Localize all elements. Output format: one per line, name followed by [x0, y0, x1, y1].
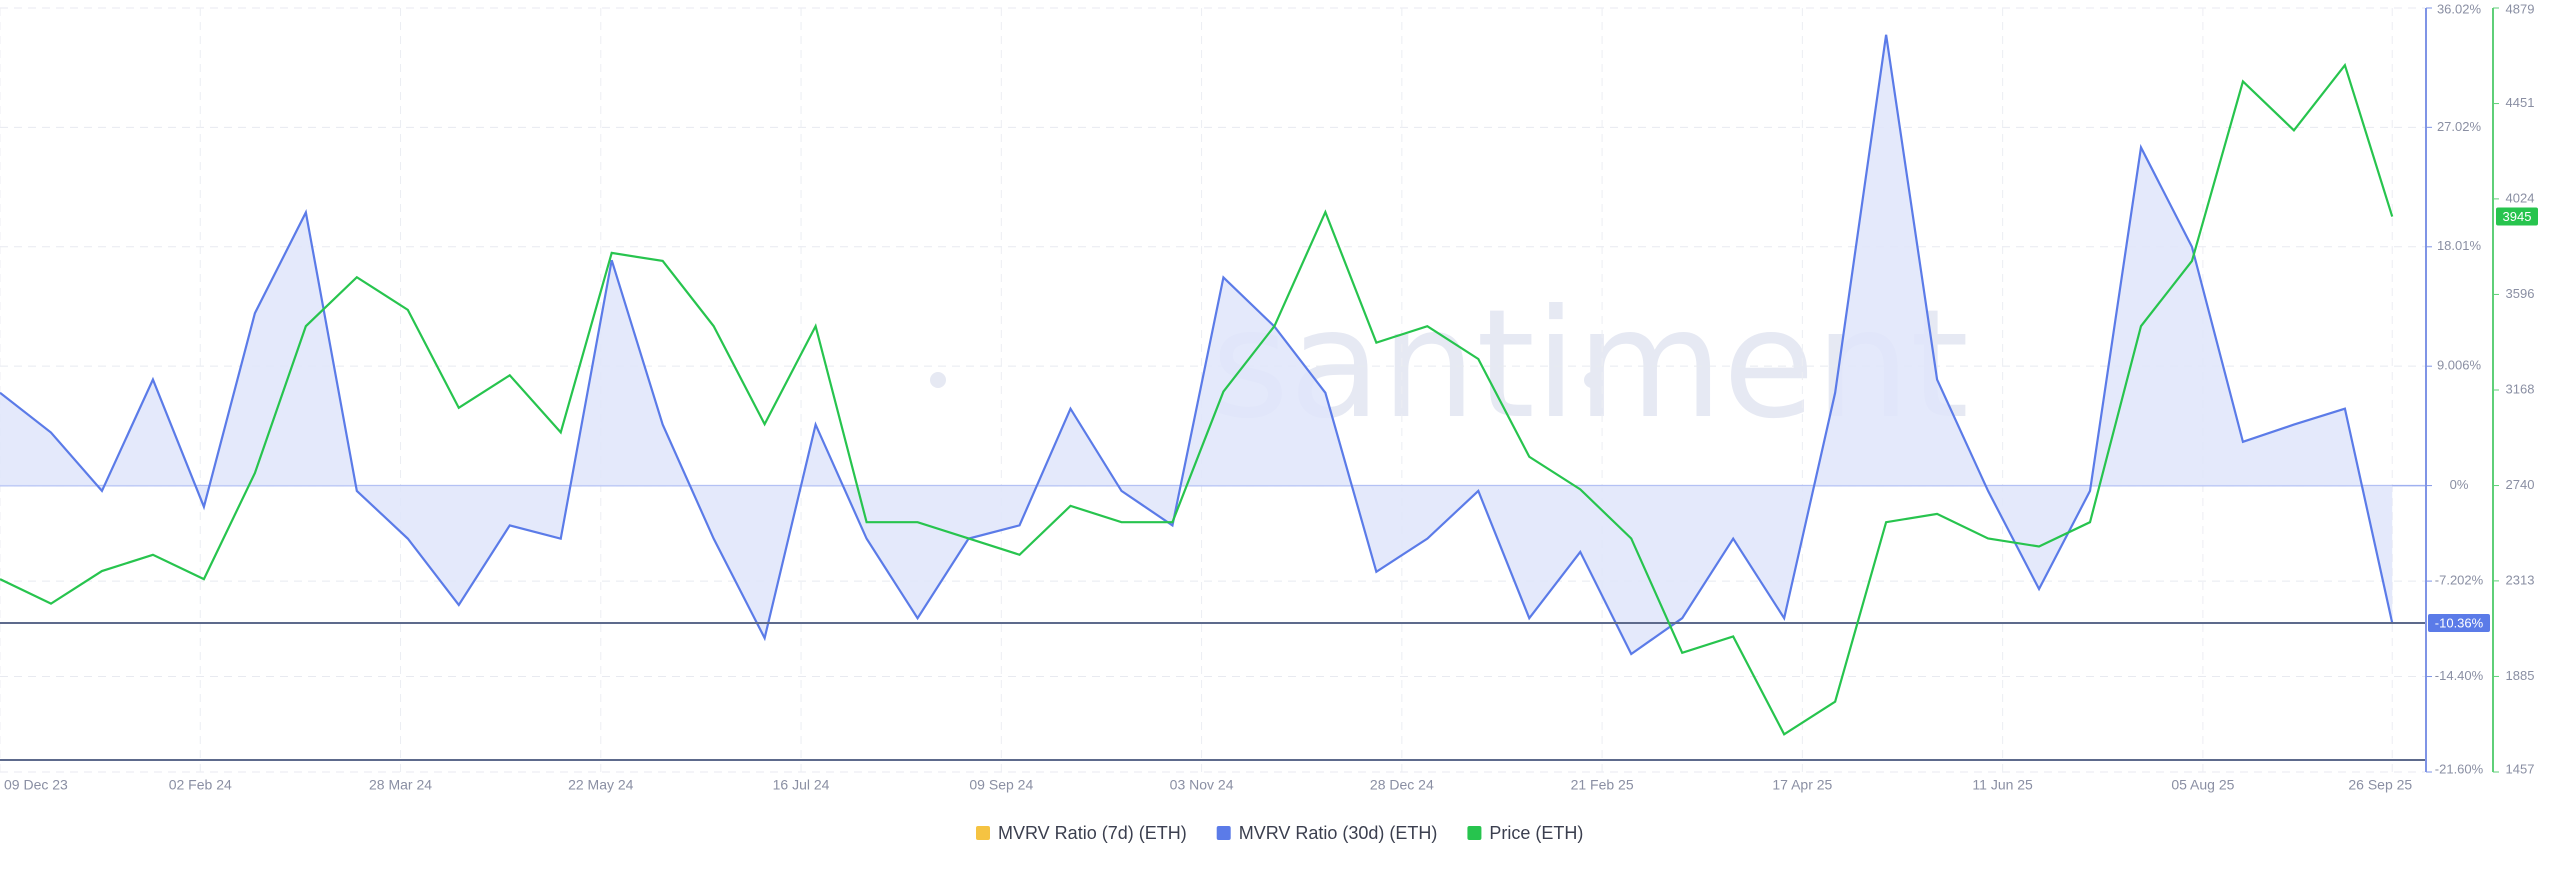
y-tick-label: 0% — [2450, 477, 2469, 492]
watermark-dot — [930, 372, 946, 388]
y2-tick-label: 2313 — [2506, 572, 2535, 587]
x-tick-label: 09 Sep 24 — [969, 777, 1033, 793]
y-tick-label: 36.02% — [2437, 1, 2482, 16]
value-badge-label: -10.36% — [2435, 615, 2484, 630]
value-badge — [2496, 207, 2538, 226]
y2-tick-label: 4451 — [2506, 95, 2535, 110]
area — [0, 34, 2393, 654]
x-tick-label: 16 Jul 24 — [773, 777, 830, 793]
y-tick-label: -14.40% — [2435, 668, 2484, 683]
y-tick-label: 18.01% — [2437, 238, 2482, 253]
legend: MVRV Ratio (7d) (ETH) MVRV Ratio (30d) (E… — [976, 823, 1583, 843]
x-tick-label: 03 Nov 24 — [1170, 777, 1234, 793]
x-tick-label: 17 Apr 25 — [1772, 777, 1832, 793]
y-tick-label: 9.006% — [2437, 358, 2482, 373]
y2-tick-label: 4024 — [2506, 190, 2535, 205]
x-tick-label: 22 May 24 — [568, 777, 634, 793]
y-tick-label: -7.202% — [2435, 573, 2484, 588]
y-tick-label: 27.02% — [2437, 119, 2482, 134]
watermark-dot — [1584, 372, 1600, 388]
series-line — [0, 34, 2394, 656]
value-badge — [2428, 613, 2490, 632]
x-tick-label: 21 Feb 25 — [1571, 777, 1634, 793]
legend-label: MVRV Ratio (30d) (ETH) — [1239, 823, 1438, 843]
x-tick-label: 05 Aug 25 — [2171, 777, 2234, 793]
legend-swatch — [1467, 826, 1482, 840]
x-tick-label: 28 Mar 24 — [369, 777, 432, 793]
y-tick-label: -21.60% — [2435, 761, 2484, 776]
value-badge-label: 3945 — [2503, 209, 2532, 224]
legend-swatch — [1216, 826, 1231, 840]
legend-label: MVRV Ratio (7d) (ETH) — [998, 823, 1187, 843]
series-line — [0, 62, 2394, 736]
y2-tick-label: 3168 — [2506, 381, 2535, 396]
y2-tick-label: 1885 — [2506, 668, 2535, 683]
x-tick-label: 09 Dec 23 — [4, 777, 68, 793]
x-tick-label: 11 Jun 25 — [1972, 777, 2033, 793]
x-tick-label: 28 Dec 24 — [1370, 777, 1434, 793]
y2-tick-label: 1457 — [2506, 761, 2535, 776]
y2-tick-label: 2740 — [2506, 477, 2535, 492]
x-tick-label: 26 Sep 25 — [2348, 777, 2412, 793]
y2-tick-label: 4879 — [2506, 1, 2535, 16]
x-tick-label: 02 Feb 24 — [169, 777, 232, 793]
y2-tick-label: 3596 — [2506, 286, 2535, 301]
legend-label: Price (ETH) — [1489, 823, 1583, 843]
legend-swatch — [976, 826, 990, 840]
